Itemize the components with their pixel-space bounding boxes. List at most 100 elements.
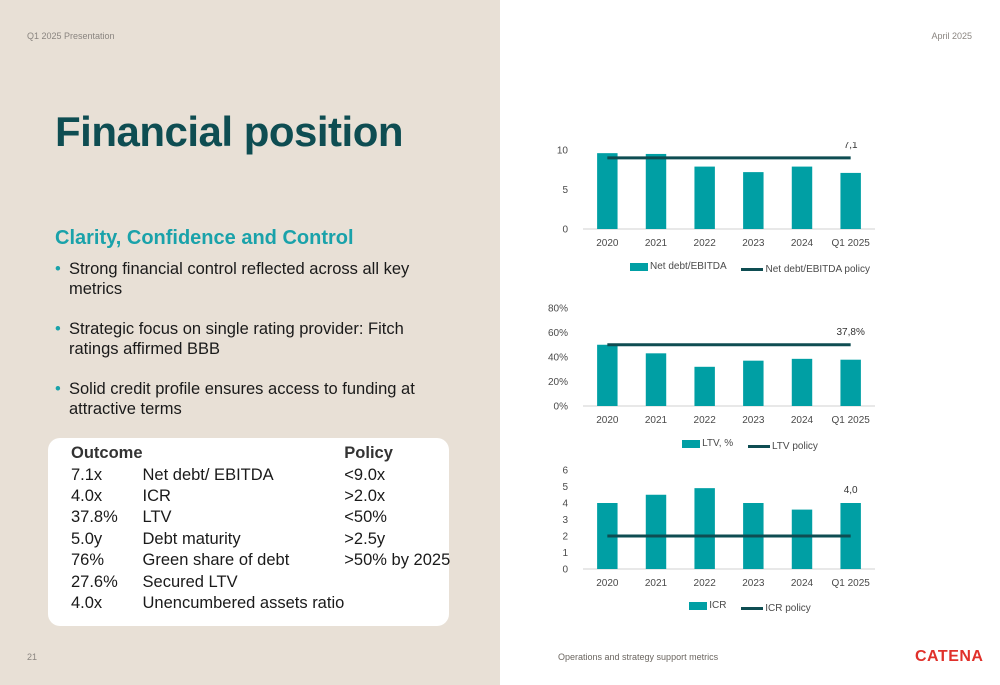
y-tick-label: 5 [562, 185, 568, 196]
x-tick-label: 2023 [742, 578, 765, 589]
legend-bar-swatch [682, 439, 701, 448]
table-row: 4.0x ICR >2.0x [71, 486, 450, 507]
legend-bar-swatch [689, 601, 708, 610]
legend-item: LTV policy [747, 441, 818, 452]
bar [645, 353, 667, 406]
legend-label: Net debt/EBITDA policy [765, 263, 870, 275]
ltv-chart: 0% 20% 40% 60% 80% 2020 2021 2022 2023 2024 Q1 202… [520, 298, 980, 453]
outcome-cell: 4.0x [71, 593, 103, 612]
metric-cell: Net debt/ EBITDA [142, 465, 274, 484]
metric-cell: Green share of debt [142, 551, 290, 570]
legend-line-swatch [747, 444, 770, 448]
data-label: 37,8% [836, 327, 864, 338]
table-row: 4.0x Unencumbered assets ratio [71, 593, 450, 614]
presentation-title: Q1 2025 Presentation [27, 31, 115, 41]
bar [840, 172, 861, 229]
policy-cell: <50% [344, 508, 387, 527]
chart-svg: 0 5 10 2020 2021 2022 2023 2024 Q1 2025 7,1 [557, 142, 875, 249]
chart-svg: 0% 20% 40% 60% 80% 2020 2021 2022 2023 2024 Q1 202… [548, 304, 875, 426]
metric-cell: Secured LTV [142, 572, 238, 591]
header-metric [143, 443, 345, 464]
x-tick-label: 2022 [694, 415, 717, 426]
policy-cell: <9.0x [344, 465, 386, 484]
policy-cell: >50% by 2025 [344, 551, 451, 570]
bar [597, 344, 618, 406]
bar [694, 488, 715, 569]
table-row: 5.0y Debt maturity >2.5y [71, 529, 450, 550]
bar [694, 166, 715, 229]
y-tick-label: 20% [548, 377, 568, 388]
legend-label: Net debt/EBITDA [650, 261, 727, 272]
legend-label: ICR policy [765, 602, 811, 614]
x-tick-label: 2020 [596, 415, 619, 426]
legend-bar-swatch [630, 262, 648, 271]
y-tick-label: 40% [548, 353, 568, 364]
legend-item: ICR [689, 600, 726, 611]
y-tick-label: 2 [562, 532, 568, 543]
metric-cell: LTV [142, 508, 172, 527]
bar [743, 172, 764, 229]
policy-cell: >2.5y [344, 529, 386, 548]
presentation-date: April 2025 [931, 31, 972, 41]
table-header-row: Outcome Policy [71, 443, 450, 464]
subtitle: Clarity, Confidence and Control [55, 227, 354, 249]
y-tick-label: 3 [562, 515, 568, 526]
outcome-cell: 76% [71, 551, 105, 570]
legend-item: Net debt/EBITDA [630, 261, 727, 272]
x-tick-label: 2022 [694, 578, 717, 589]
x-tick-label: Q1 2025 [831, 415, 870, 426]
outcome-cell: 27.6% [71, 572, 118, 591]
legend-item: ICR policy [741, 603, 811, 614]
table-row: 27.6% Secured LTV [71, 571, 450, 592]
page-title: Financial position [55, 108, 404, 155]
y-tick-label: 80% [548, 304, 568, 315]
legend-item: LTV, % [682, 438, 733, 449]
x-tick-label: 2021 [645, 238, 668, 249]
outcome-cell: 5.0y [71, 529, 103, 548]
icr-chart: 0 1 2 3 4 5 6 2020 2021 2022 2023 2024 Q1 2025 4,0 IC… [520, 460, 980, 615]
x-tick-label: Q1 2025 [831, 578, 870, 589]
catena-logo: CATENA [915, 648, 984, 665]
data-label: 4,0 [844, 485, 858, 496]
net-debt-ebitda-chart: 0 5 10 2020 2021 2022 2023 2024 Q1 2025 7,1 Net d… [520, 142, 980, 282]
legend-label: LTV, % [702, 438, 734, 449]
x-tick-label: 2022 [694, 238, 717, 249]
table-row: 7.1x Net debt/ EBITDA <9.0x [71, 464, 450, 485]
outcome-policy-table: Outcome Policy 7.1x Net debt/ EBITDA <9.… [71, 443, 450, 614]
bar [791, 358, 813, 406]
x-tick-label: 2021 [645, 415, 668, 426]
bar [645, 153, 667, 229]
y-tick-label: 0 [562, 565, 568, 576]
outcome-cell: 7.1x [71, 465, 103, 484]
outcome-policy-box: Outcome Policy 7.1x Net debt/ EBITDA <9.… [48, 438, 450, 626]
header-policy: Policy [344, 444, 393, 463]
chart-legend: ICR ICR policy [520, 600, 980, 614]
x-tick-label: Q1 2025 [831, 238, 870, 249]
legend-line-swatch [741, 606, 764, 610]
y-tick-label: 10 [557, 146, 569, 157]
x-tick-label: 2021 [645, 578, 668, 589]
y-tick-label: 0 [562, 225, 568, 236]
metric-cell: ICR [142, 486, 171, 505]
outcome-cell: 4.0x [71, 486, 103, 505]
bar [694, 366, 715, 406]
bar [840, 359, 861, 406]
outcome-cell: 37.8% [71, 508, 118, 527]
x-tick-label: 2023 [742, 415, 765, 426]
bullet-list: Strong financial control reflected acros… [55, 259, 455, 439]
data-label: 7,1 [844, 142, 858, 151]
header-outcome: Outcome [71, 444, 143, 463]
bullet-item: Strong financial control reflected acros… [55, 259, 455, 299]
y-tick-label: 60% [548, 328, 568, 339]
page-number: 21 [27, 652, 38, 662]
bullet-item: Strategic focus on single rating provide… [55, 319, 455, 359]
policy-cell: >2.0x [344, 486, 386, 505]
x-tick-label: 2023 [742, 238, 765, 249]
legend-line-swatch [741, 267, 764, 271]
y-tick-label: 1 [562, 548, 568, 559]
metric-cell: Debt maturity [142, 529, 241, 548]
y-tick-label: 4 [562, 499, 568, 510]
metric-cell: Unencumbered assets ratio [142, 593, 345, 612]
footer-note: Operations and strategy support metrics [558, 652, 719, 662]
chart-legend: LTV, % LTV policy [520, 438, 980, 452]
